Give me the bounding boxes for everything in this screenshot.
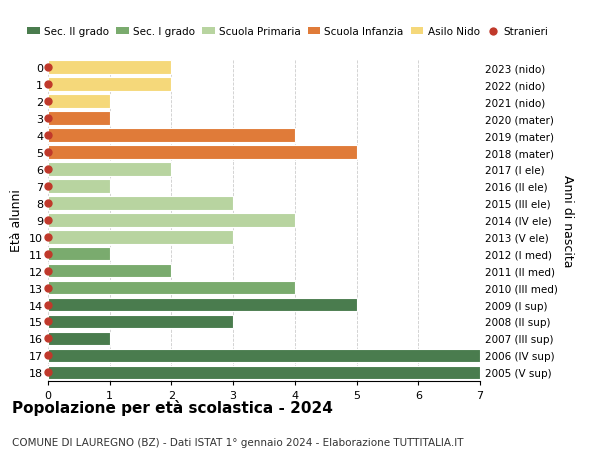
Bar: [48, 180, 110, 193]
Bar: [48, 213, 295, 227]
Bar: [48, 298, 356, 312]
Bar: [48, 332, 110, 346]
Bar: [48, 163, 172, 176]
Bar: [48, 281, 295, 295]
Bar: [48, 95, 110, 109]
Legend: Sec. II grado, Sec. I grado, Scuola Primaria, Scuola Infanzia, Asilo Nido, Stran: Sec. II grado, Sec. I grado, Scuola Prim…: [23, 23, 553, 41]
Bar: [48, 129, 295, 143]
Bar: [48, 112, 110, 126]
Y-axis label: Età alunni: Età alunni: [10, 189, 23, 252]
Bar: [48, 315, 233, 329]
Bar: [48, 230, 233, 244]
Bar: [48, 196, 233, 210]
Bar: [48, 146, 356, 159]
Bar: [48, 78, 172, 92]
Y-axis label: Anni di nascita: Anni di nascita: [562, 174, 574, 267]
Bar: [48, 62, 172, 75]
Text: COMUNE DI LAUREGNO (BZ) - Dati ISTAT 1° gennaio 2024 - Elaborazione TUTTITALIA.I: COMUNE DI LAUREGNO (BZ) - Dati ISTAT 1° …: [12, 437, 464, 448]
Text: Popolazione per età scolastica - 2024: Popolazione per età scolastica - 2024: [12, 399, 333, 415]
Bar: [48, 349, 480, 362]
Bar: [48, 264, 172, 278]
Bar: [48, 366, 480, 379]
Bar: [48, 247, 110, 261]
